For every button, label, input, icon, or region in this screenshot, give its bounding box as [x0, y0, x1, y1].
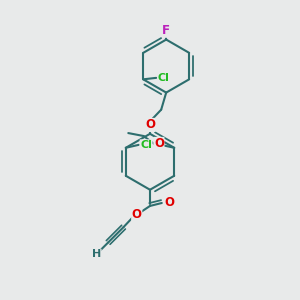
Text: O: O: [154, 137, 164, 151]
Text: O: O: [145, 118, 155, 131]
Text: Cl: Cl: [158, 73, 169, 83]
Text: H: H: [92, 249, 101, 259]
Text: F: F: [162, 24, 170, 37]
Text: O: O: [164, 196, 174, 209]
Text: O: O: [132, 208, 142, 221]
Text: Cl: Cl: [140, 140, 152, 150]
